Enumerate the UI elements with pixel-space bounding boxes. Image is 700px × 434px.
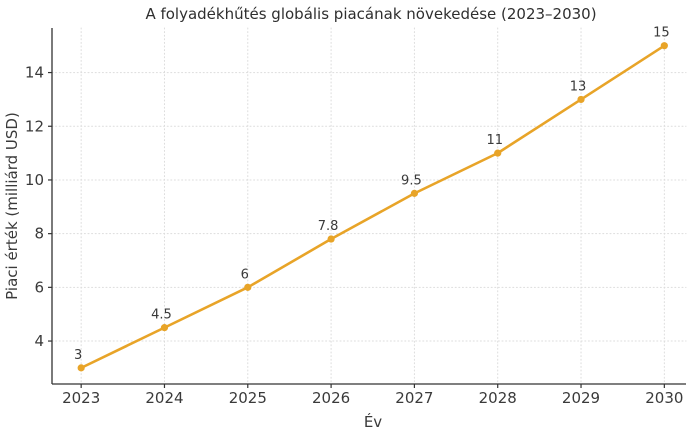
data-series: 3 4.5 6 7.8 9.5 11 13 15 — [74, 26, 670, 372]
x-tick-label: 2026 — [312, 389, 350, 407]
data-point-marker — [77, 364, 85, 372]
data-point-label: 6 — [241, 267, 249, 282]
grid-layer — [51, 27, 687, 385]
chart-title: A folyadékhűtés globális piacának növeke… — [145, 5, 596, 23]
x-tick-label: 2023 — [62, 389, 100, 407]
x-tick-label: 2028 — [479, 389, 517, 407]
y-tick-label: 10 — [25, 171, 44, 189]
data-point-label: 11 — [486, 133, 503, 148]
series-line — [79, 44, 666, 370]
data-point-label: 13 — [570, 79, 587, 94]
x-tick-label: 2030 — [645, 389, 683, 407]
data-point-label: 7.8 — [318, 219, 339, 234]
data-point-label: 15 — [653, 26, 670, 41]
data-point-label: 3 — [74, 348, 82, 363]
data-point-label: 9.5 — [401, 173, 422, 188]
y-tick-label: 8 — [34, 225, 44, 243]
data-point-marker — [244, 283, 252, 291]
x-axis-label: Év — [364, 412, 382, 431]
data-point-marker — [160, 324, 169, 332]
data-point-marker — [327, 235, 335, 243]
data-point-marker — [577, 95, 585, 104]
y-tick-label: 6 — [34, 278, 44, 296]
x-tick-label: 2029 — [562, 389, 600, 407]
x-tick-label: 2025 — [229, 389, 267, 407]
x-tick-label: 2027 — [395, 389, 433, 407]
y-tick-label: 14 — [25, 64, 44, 82]
y-tick-label: 12 — [25, 117, 44, 135]
y-tick-label: 4 — [34, 332, 44, 350]
x-tick-label: 2024 — [145, 389, 183, 407]
y-axis-label: Piaci érték (milliárd USD) — [3, 112, 21, 300]
data-point-marker — [494, 149, 502, 157]
data-point-marker — [660, 42, 668, 50]
data-point-label: 4.5 — [151, 308, 172, 323]
axis-layer: 2023 2024 2025 2026 2027 2028 2029 2030 4 6 8 10 12 1… — [25, 28, 686, 407]
data-point-marker — [410, 189, 419, 197]
